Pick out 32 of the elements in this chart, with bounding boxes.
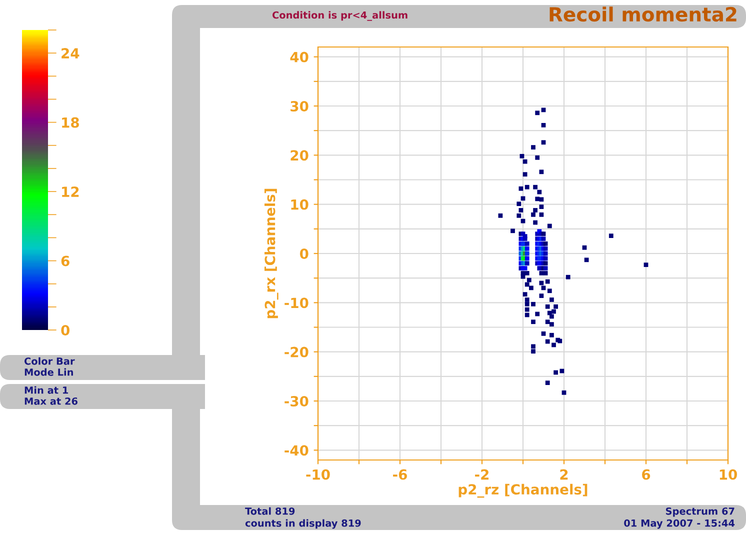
text: Color Bar: [24, 357, 75, 365]
y-axis-title: p2_rx [Channels]: [264, 188, 278, 318]
color-bar-label: 6: [61, 256, 70, 266]
color-bar-label: 12: [62, 186, 79, 197]
y-tick-label: 40: [290, 52, 308, 62]
y-tick-label: 0: [300, 248, 308, 259]
text: Spectrum 67: [666, 507, 734, 517]
x-tick-label: -6: [393, 469, 407, 480]
text: Max at 26: [24, 397, 78, 405]
color-bar-label: 18: [62, 117, 79, 128]
text: counts in display 819: [245, 519, 361, 529]
y-tick-label: -10: [284, 298, 308, 308]
x-tick-label: 10: [720, 469, 737, 480]
text: 01 May 2007 - 15:44: [624, 519, 735, 529]
chart-title: Recoil momenta2: [550, 6, 736, 22]
color-bar-label: 0: [61, 324, 70, 336]
x-tick-label: 2: [560, 469, 568, 480]
color-bar-label: 24: [62, 48, 80, 58]
y-tick-label: 20: [290, 150, 308, 161]
text: Mode Lin: [24, 368, 73, 376]
x-axis-title: p2_rz [Channels]: [458, 484, 588, 498]
y-tick-label: 10: [291, 199, 308, 210]
y-tick-label: -40: [284, 445, 308, 456]
x-tick-label: 6: [642, 469, 650, 480]
y-tick-label: -30: [284, 396, 308, 406]
x-tick-label: -2: [475, 469, 489, 480]
text: Min at 1: [24, 386, 68, 394]
chart-subtitle: Condition is pr<4_allsum: [272, 11, 408, 21]
text: Total 819: [245, 507, 295, 515]
y-tick-label: 30: [290, 100, 308, 112]
x-tick-label: -10: [306, 469, 330, 480]
y-tick-label: -20: [284, 346, 308, 358]
